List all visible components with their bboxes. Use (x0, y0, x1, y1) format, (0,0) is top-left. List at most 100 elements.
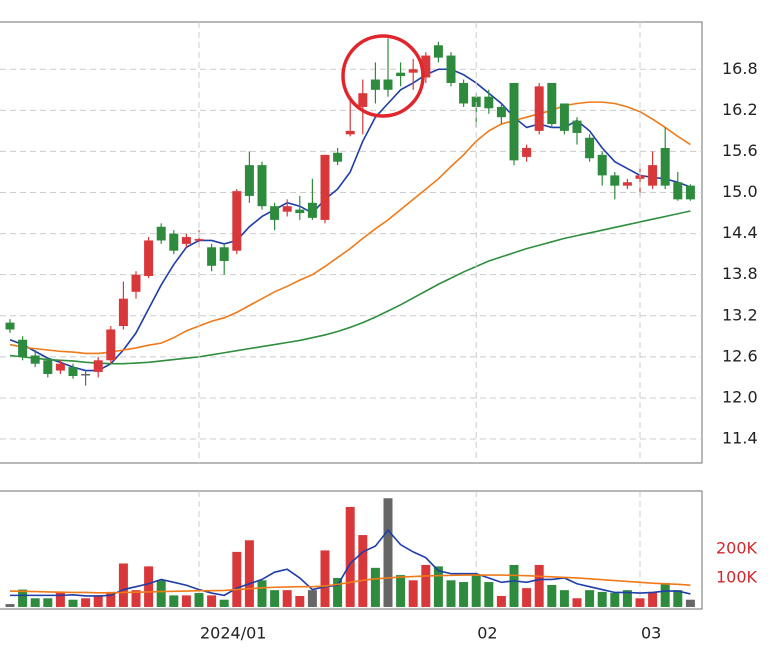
candle-body (660, 148, 670, 186)
candle-body (408, 69, 418, 73)
volume-bar (534, 564, 544, 607)
candle-body (471, 96, 481, 107)
candle-body (118, 298, 128, 327)
x-tick-label: 02 (477, 624, 497, 643)
volume-bar (106, 591, 116, 607)
volume-bar (559, 590, 569, 607)
candle-body (610, 175, 620, 186)
candle-body (333, 152, 343, 162)
candle-body (93, 360, 103, 372)
y-tick-label: 13.8 (722, 264, 758, 283)
candle-body (370, 79, 380, 90)
moving-average-line (9, 101, 691, 355)
volume-bar (660, 582, 670, 607)
moving-average-line (9, 210, 691, 365)
candle-body (509, 82, 519, 161)
volume-bar (370, 567, 380, 607)
candle-body (307, 202, 317, 218)
price-panel-frame (0, 21, 703, 464)
y-tick-label: 15.0 (722, 182, 758, 201)
candle-body (156, 226, 166, 241)
volume-bar (68, 599, 78, 607)
volume-bar (169, 595, 179, 607)
volume-bar (635, 598, 645, 607)
candle-body (30, 355, 40, 364)
volume-bar (522, 588, 532, 607)
volume-bar (93, 595, 103, 607)
volume-bar (156, 580, 166, 607)
volume-bar (358, 535, 368, 607)
volume-bar (181, 595, 191, 607)
volume-bar (509, 564, 519, 607)
candle-body (282, 206, 292, 212)
candle-body (320, 154, 330, 220)
candle-body (496, 106, 506, 118)
volume-bar (131, 590, 141, 607)
candle-body (295, 209, 305, 214)
volume-bar (471, 575, 481, 607)
volume-bar (585, 590, 595, 607)
volume-bar (685, 599, 695, 607)
volume-bar (446, 580, 456, 607)
volume-bar (496, 595, 506, 607)
moving-average-line (10, 528, 691, 597)
candle-body (194, 239, 204, 241)
candle-body (572, 120, 582, 133)
candle-body (383, 79, 393, 90)
candle-body (522, 148, 532, 157)
y-tick-label: 15.6 (722, 141, 758, 160)
candle-body (232, 191, 242, 251)
candle-body (559, 103, 569, 131)
y-tick-label: 12.6 (722, 346, 758, 365)
highlight-circle (341, 34, 425, 118)
volume-bar (30, 598, 40, 607)
candle-body (68, 367, 78, 377)
y-tick-label: 200K (716, 538, 758, 557)
candle-body (459, 82, 469, 104)
volume-bar (18, 589, 28, 607)
candle-body (597, 154, 607, 176)
candle-body (358, 93, 368, 107)
volume-bar (648, 591, 658, 607)
y-tick-label: 100K (716, 567, 758, 586)
candle-body (673, 182, 683, 200)
volume-bar (81, 598, 91, 607)
candle-body (433, 45, 443, 58)
volume-bar (547, 584, 557, 607)
candle-body (207, 247, 217, 266)
volume-bar (622, 590, 632, 607)
candle-body (18, 339, 28, 357)
volume-bar (421, 564, 431, 607)
volume-bar (144, 566, 154, 607)
volume-bar (333, 577, 343, 607)
candle-body (622, 182, 632, 186)
y-tick-label: 16.2 (722, 100, 758, 119)
x-tick-label: 2024/01 (200, 624, 266, 643)
candle-body (55, 363, 65, 371)
volume-bar (282, 590, 292, 607)
candle-body (396, 72, 406, 77)
volume-bar (244, 540, 254, 607)
y-tick-label: 12.0 (722, 387, 758, 406)
volume-bar (43, 598, 53, 607)
candle-body (5, 322, 15, 330)
volume-bar (207, 595, 217, 607)
volume-bar (673, 590, 683, 607)
volume-bar (383, 498, 393, 607)
volume-bar (55, 592, 65, 607)
candle-body (181, 237, 191, 244)
candle-body (648, 165, 658, 186)
y-tick-label: 14.4 (722, 223, 758, 242)
volume-bar (295, 595, 305, 607)
volume-bar (320, 550, 330, 607)
candle-body (144, 240, 154, 277)
volume-bar (118, 563, 128, 607)
candle-body (421, 55, 431, 78)
volume-bar (194, 593, 204, 607)
candle-body (169, 233, 179, 251)
y-tick-label: 16.8 (722, 59, 758, 78)
candle-body (685, 185, 695, 200)
volume-bar (219, 599, 229, 607)
